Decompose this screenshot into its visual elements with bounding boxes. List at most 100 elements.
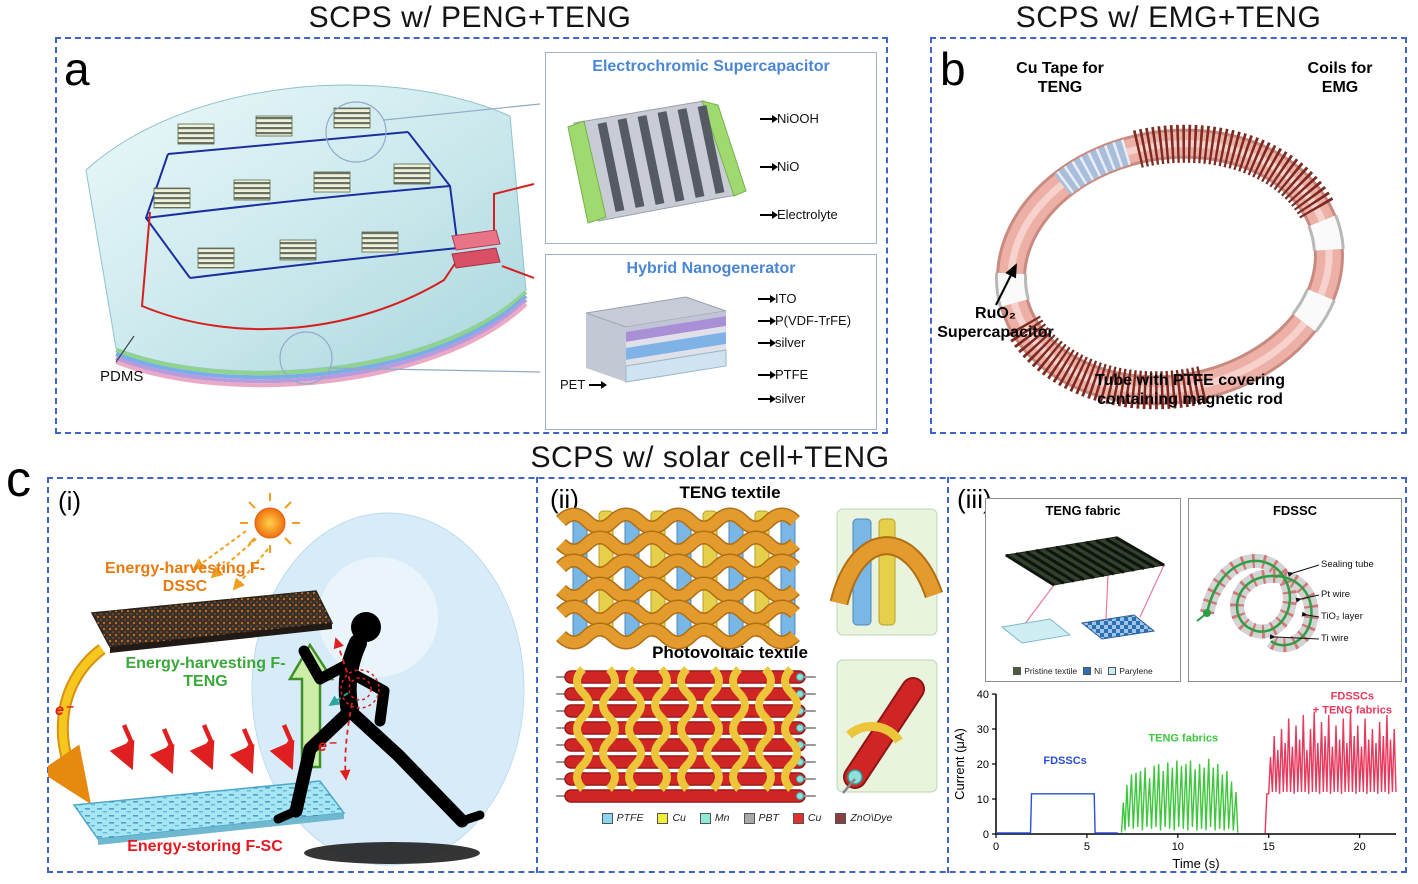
hybrid-nanogenerator-inset: Hybrid Nanogenerator ITO P(VDF-TrFE) sil… — [545, 254, 877, 430]
layer-label-niooh: NiOOH — [760, 111, 819, 126]
x-tick-label: 5 — [1084, 841, 1090, 853]
ni-coated-sheet — [1080, 614, 1156, 640]
inset-nanogenerator-title: Hybrid Nanogenerator — [626, 260, 796, 277]
chart-annotation: + TENG fabrics — [1313, 704, 1392, 716]
layer-ito-edge — [626, 311, 726, 332]
strike-arrows — [109, 724, 295, 775]
layer-label-electrolyte: Electrolyte — [760, 207, 838, 222]
electron-label-1: e⁻ — [55, 702, 73, 719]
fabric-materials-legend: Pristine textile Ni Parylene — [990, 666, 1176, 676]
legend-item: Parylene — [1108, 666, 1153, 676]
electrochromic-supercapacitor-inset: Electrochromic Supercapacitor NiOOH NiO … — [545, 52, 877, 244]
chart-annotation: FDSSCs — [1331, 690, 1374, 702]
leader-arrow-icon — [758, 316, 776, 325]
teng-textile-illustration — [556, 507, 800, 650]
stack-left-face — [586, 313, 626, 382]
teng-fabric-box: TENG fabric Pristine textile Ni Parylene — [985, 498, 1181, 682]
legend-swatch — [601, 812, 613, 824]
legend-item: PTFE — [601, 812, 644, 824]
teng-textile-title: TENG textile — [679, 483, 781, 502]
leader-arrow-icon — [589, 380, 608, 389]
pdms-leader-line — [115, 335, 135, 363]
chart-series-line — [996, 793, 1118, 834]
legend-label: Cu — [807, 812, 822, 824]
panel-c-separator-2 — [947, 477, 949, 873]
panel-b-title: SCPS w/ EMG+TENG — [1015, 1, 1322, 34]
electron-label-2: e⁻ — [318, 738, 336, 755]
panel-a-box — [55, 37, 888, 434]
fdssc-fiber-illustration — [1196, 554, 1320, 653]
coils-label: Coils for EMG — [1307, 60, 1373, 96]
green-edge-left — [567, 120, 607, 224]
wearable-system-illustration — [48, 493, 525, 866]
layer-ptfe — [626, 332, 726, 360]
pv-fiber-zoom-inset — [836, 659, 938, 794]
legend-swatch — [835, 812, 847, 824]
legend-item: Mn — [699, 812, 730, 824]
y-tick-label: 40 — [977, 689, 989, 701]
legend-label: Ni — [1094, 666, 1103, 676]
nanogenerator-stack-illustration — [585, 296, 727, 383]
ti-wire-lead — [1196, 612, 1208, 622]
legend-swatch — [792, 812, 804, 824]
green-edge-right — [701, 100, 747, 197]
ring-assembly — [995, 124, 1345, 410]
x-tick-label: 10 — [1172, 841, 1184, 853]
ruo2-pointer-arrow — [995, 263, 1017, 306]
layer-label-pet: PET — [560, 377, 608, 392]
fteng-label: Energy-harvesting F-TENG — [125, 655, 286, 691]
y-tick-label: 20 — [977, 759, 989, 771]
coupling-dashed-arrows — [328, 637, 353, 781]
emg-coil-upper — [1130, 124, 1334, 219]
panel-a-letter: a — [64, 43, 90, 95]
supercapacitor-array — [153, 107, 431, 269]
chart-series-line — [1120, 758, 1239, 833]
x-axis-label: Time (s) — [1172, 856, 1219, 871]
panel-c-title: SCPS w/ solar cell+TENG — [530, 441, 890, 474]
materials-legend: PTFE Cu Mn PBT Cu ZnO\Dye — [552, 812, 942, 824]
legend-label: Mn — [714, 812, 730, 824]
textiles-illustration — [556, 507, 943, 803]
y-tick-label: 10 — [977, 794, 989, 806]
parylene-sheet — [1000, 618, 1072, 644]
electrode-stripes — [597, 105, 725, 212]
teng-fabric-illustration — [1000, 536, 1166, 644]
panel-c-separator-1 — [536, 477, 538, 873]
panel-b-letter: b — [940, 43, 966, 95]
legend-swatch — [1108, 667, 1117, 675]
fiber-label-sealing-tube: Sealing tube — [1321, 559, 1374, 570]
inset-supercapacitor-title: Electrochromic Supercapacitor — [592, 58, 830, 75]
toroid-illustration — [995, 124, 1345, 410]
leader-arrow-icon — [758, 338, 776, 347]
fsc-label: Energy-storing F-SC — [127, 838, 283, 855]
ruo2-supercapacitor-label: RuO₂ Supercapacitor — [937, 305, 1054, 341]
leader-arrow-icon — [760, 114, 778, 123]
leader-arrow-icon — [758, 294, 776, 303]
teng-fabric-title: TENG fabric — [1045, 503, 1121, 518]
y-axis-label: Current (μA) — [952, 728, 967, 800]
fdssc-label: Energy-harvesting F-DSSC — [104, 560, 266, 596]
chart-canvas: 0 5 10 15 20 0 10 20 30 40 FDSSCs TENG fabrics FDSSC… — [952, 689, 1397, 871]
legend-item: Pristine textile — [1013, 666, 1077, 676]
layer-label-silver-1: silver — [758, 335, 805, 350]
fiber-leader-lines — [1269, 564, 1320, 640]
leader-arrow-icon — [760, 162, 778, 171]
cu-tape-label: Cu Tape for TENG — [1016, 60, 1104, 96]
fabric-electrode-stripes — [1005, 536, 1165, 587]
legend-item: Ni — [1083, 666, 1102, 676]
sun-icon — [192, 493, 300, 591]
legend-swatch — [743, 812, 755, 824]
legend-label: PTFE — [616, 812, 644, 824]
legend-label: PBT — [758, 812, 779, 824]
leader-arrow-icon — [760, 210, 778, 219]
chart-annotation: FDSSCs — [1043, 755, 1086, 767]
fiber-label-tio2-layer: TiO₂ layer — [1321, 611, 1363, 622]
sub-panel-i-label: (i) — [58, 486, 82, 516]
layer-pvdf — [626, 316, 726, 342]
legend-swatch — [1083, 667, 1092, 675]
fdssc-box: FDSSC Sealing tube Pt wire TiO₂ layer Ti… — [1188, 498, 1402, 682]
photovoltaic-textile-illustration — [556, 666, 816, 803]
y-tick-label: 30 — [977, 724, 989, 736]
chart-series-line — [1264, 711, 1397, 834]
